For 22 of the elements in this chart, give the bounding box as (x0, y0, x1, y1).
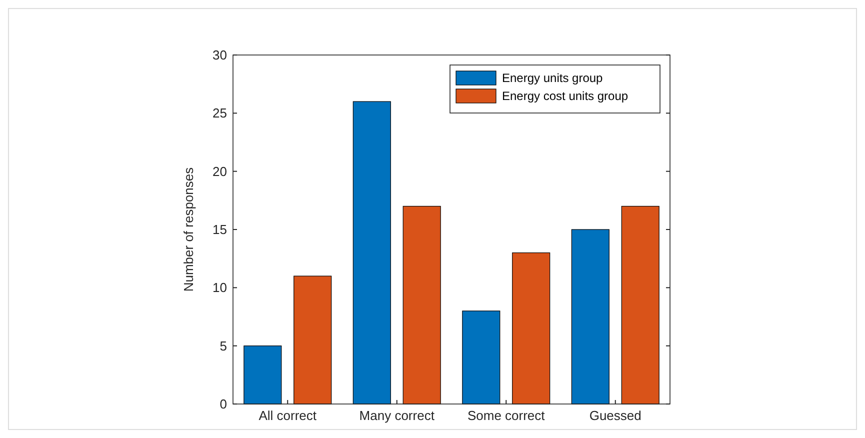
y-tick-label: 20 (212, 164, 227, 179)
y-tick-label: 5 (220, 338, 227, 354)
y-tick-label: 30 (212, 48, 227, 63)
bar (512, 252, 550, 404)
bar (294, 276, 332, 404)
y-tick-label: 0 (220, 396, 227, 412)
bar (352, 101, 391, 404)
bar (462, 310, 500, 404)
y-tick-label: 10 (212, 280, 227, 296)
bar (571, 229, 610, 404)
bar (244, 346, 282, 404)
y-tick-label: 15 (212, 222, 227, 238)
bar (402, 206, 441, 404)
legend-label: Energy units group (502, 71, 604, 86)
x-tick-label: All correct (258, 408, 317, 423)
x-tick-label: Guessed (589, 408, 642, 423)
bar (621, 206, 660, 404)
x-tick-label: Many correct (359, 408, 435, 423)
legend-label: Energy cost units group (502, 89, 628, 104)
y-axis-title: Number of responses (181, 166, 196, 292)
x-tick-label: Some correct (467, 408, 546, 423)
y-tick-label: 25 (212, 106, 227, 121)
